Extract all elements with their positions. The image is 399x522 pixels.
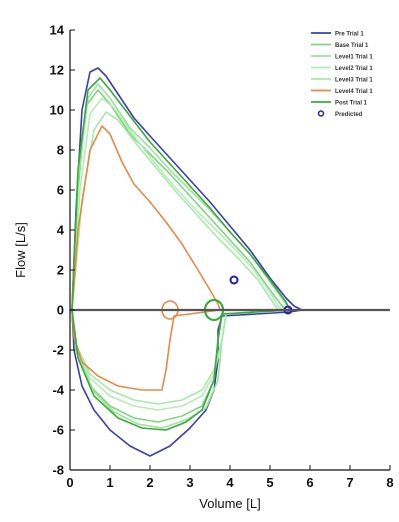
series-line-0 (71, 67, 303, 457)
y-tick-label: 8 (57, 143, 64, 158)
y-tick-label: -2 (52, 343, 64, 358)
y-tick-label: 4 (57, 223, 65, 238)
legend-label-2: Level1 Trial 1 (335, 55, 373, 61)
x-tick-label: 7 (346, 475, 353, 490)
legend-label-1: Base Trial 1 (335, 43, 369, 49)
y-tick-label: -4 (52, 383, 64, 398)
legend-label-predicted: Predicted (335, 112, 363, 118)
legend-label-3: Level2 Trial 1 (335, 66, 373, 72)
x-tick-label: 1 (106, 475, 113, 490)
legend-label-5: Level4 Trial 1 (335, 89, 373, 95)
legend-swatch-predicted (317, 110, 325, 117)
y-tick-label: 0 (57, 303, 64, 318)
y-tick-label: -6 (52, 423, 64, 438)
x-tick-label: 2 (146, 475, 153, 490)
y-tick-label: 10 (50, 103, 64, 118)
y-tick-label: 14 (50, 23, 65, 38)
x-tick-label: 8 (386, 475, 393, 490)
predicted-point-0 (229, 275, 239, 285)
legend-label-4: Level3 Trial 1 (335, 78, 373, 84)
y-tick-label: 6 (57, 183, 64, 198)
x-tick-label: 3 (186, 475, 193, 490)
legend: Pre Trial 1 Base Trial 1 Level1 Trial 1 Lev… (311, 32, 373, 118)
legend-label-6: Post Trial 1 (335, 101, 368, 107)
x-tick-label: 4 (226, 475, 234, 490)
series-line-4 (71, 111, 279, 405)
x-tick-label: 6 (306, 475, 313, 490)
x-tick-label: 5 (266, 475, 273, 490)
y-tick-label: -8 (52, 463, 64, 478)
series-line-2 (71, 83, 291, 429)
x-axis-label: Volume [L] (199, 496, 260, 511)
y-tick-label: 12 (50, 63, 64, 78)
x-tick-label: 0 (66, 475, 73, 490)
series-line-3 (71, 97, 283, 411)
plot-area (71, 67, 303, 457)
series-line-5 (71, 125, 221, 391)
y-tick-label: 2 (57, 263, 64, 278)
series-line-1 (71, 89, 287, 423)
legend-label-0: Pre Trial 1 (335, 32, 364, 38)
y-axis-label: Flow [L/s] (13, 222, 28, 278)
series-line-6 (71, 77, 291, 431)
